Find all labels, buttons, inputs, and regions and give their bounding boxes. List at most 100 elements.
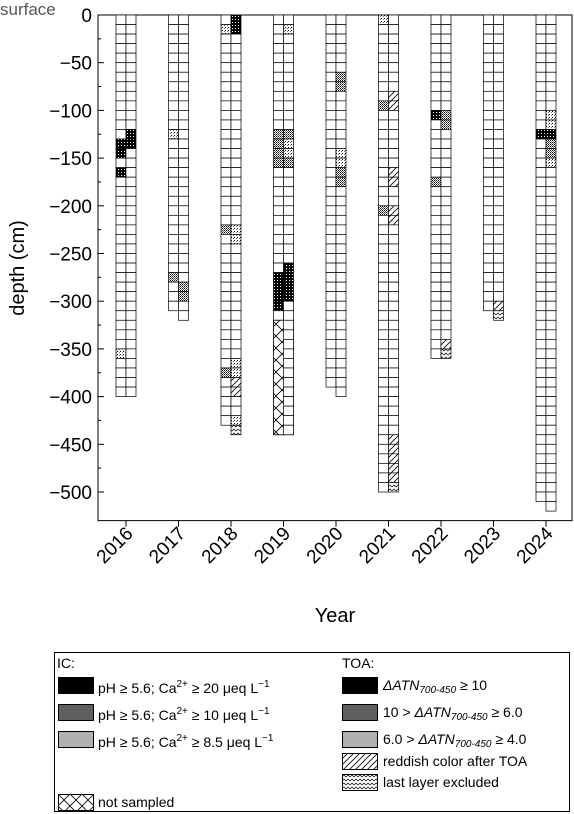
toa-layer [545, 33, 557, 44]
toa-layer [388, 157, 399, 168]
toa-layer [283, 14, 294, 25]
ic-layer [378, 453, 389, 464]
toa-layer [493, 281, 504, 293]
toa-layer [125, 33, 137, 44]
ic-layer [273, 119, 284, 130]
ic-layer [430, 205, 442, 216]
ic-layer [115, 195, 127, 207]
ic-layer [168, 224, 179, 235]
ic-layer [483, 214, 494, 226]
toa-layer [230, 396, 242, 407]
toa-layer [335, 234, 347, 245]
toa-layer [125, 110, 137, 121]
toa-layer [178, 205, 189, 216]
ic-layer [325, 14, 337, 25]
toa-layer [178, 234, 189, 245]
ic-layer [168, 243, 179, 254]
ic-layer [483, 62, 494, 73]
ic-layer [325, 90, 337, 102]
ic-layer [115, 167, 127, 178]
toa-layer [230, 62, 242, 73]
ic-layer [430, 176, 442, 188]
toa-layer [125, 81, 137, 92]
y-tick-label: −450 [49, 435, 92, 456]
toa-layer [283, 310, 294, 321]
toa-layer [440, 90, 452, 102]
toa-layer [125, 262, 137, 273]
ic-layer [430, 129, 442, 140]
toa-layer [283, 186, 294, 197]
toa-layer [125, 129, 137, 140]
toa-layer [335, 310, 347, 321]
ic-layer [220, 138, 232, 149]
toa-layer [178, 157, 189, 168]
toa-layer [388, 195, 399, 207]
ic-layer [430, 186, 442, 197]
ic-layer [273, 262, 284, 273]
toa-layer [335, 291, 347, 302]
toa-layer [283, 138, 294, 149]
ic-layer [535, 424, 547, 436]
ic-layer [535, 396, 547, 407]
toa-layer [283, 157, 294, 168]
ic-layer [273, 195, 284, 207]
toa-layer [545, 90, 557, 102]
ic-layer [325, 148, 337, 159]
ic-layer [483, 167, 494, 178]
x-tick-label: 2021 [355, 523, 400, 568]
ic-layer [325, 214, 337, 226]
ic-layer [168, 214, 179, 226]
toa-layer [440, 272, 452, 283]
ic-layer [273, 167, 284, 178]
ic-layer [430, 14, 442, 25]
toa-layer [335, 33, 347, 44]
toa-layer [493, 291, 504, 302]
ic-layer [378, 243, 389, 254]
toa-layer [388, 62, 399, 73]
ic-layer [168, 205, 179, 216]
toa-layer [125, 24, 137, 35]
toa-layer [178, 110, 189, 121]
toa-layer [545, 138, 557, 149]
toa-layer [388, 71, 399, 83]
ic-layer [378, 138, 389, 149]
toa-layer [283, 424, 294, 436]
toa-layer [335, 100, 347, 111]
ic-layer [168, 291, 179, 302]
ic-layer [535, 386, 547, 397]
ic-layer [115, 119, 127, 130]
toa-layer [545, 443, 557, 455]
toa-layer [493, 243, 504, 254]
toa-layer [440, 62, 452, 73]
y-tick-label: −300 [49, 292, 92, 313]
ic-layer [535, 129, 547, 140]
toa-layer [493, 300, 504, 312]
ic-layer [483, 24, 494, 35]
toa-layer [125, 243, 137, 254]
toa-layer [440, 195, 452, 207]
ic-layer [168, 33, 179, 44]
toa-layer [283, 167, 294, 178]
legend-not-sampled-label: not sampled [98, 794, 175, 810]
toa-layer [335, 176, 347, 188]
toa-layer [283, 396, 294, 407]
toa-layer [493, 176, 504, 188]
ic-layer [220, 62, 232, 73]
toa-layer [230, 214, 242, 226]
toa-layer [545, 62, 557, 73]
toa-layer [545, 491, 557, 502]
toa-layer [230, 300, 242, 312]
ic-layer [220, 24, 232, 35]
toa-layer [283, 262, 294, 273]
ic-layer [168, 14, 179, 25]
ic-layer [325, 367, 337, 378]
toa-layer [545, 405, 557, 417]
ic-layer [115, 386, 127, 397]
toa-layer [230, 234, 242, 245]
toa-layer [493, 119, 504, 130]
ic-layer [325, 43, 337, 54]
ic-layer [535, 491, 547, 502]
toa-layer [230, 14, 242, 25]
ic-layer [115, 129, 127, 140]
ic-layer [220, 253, 232, 264]
